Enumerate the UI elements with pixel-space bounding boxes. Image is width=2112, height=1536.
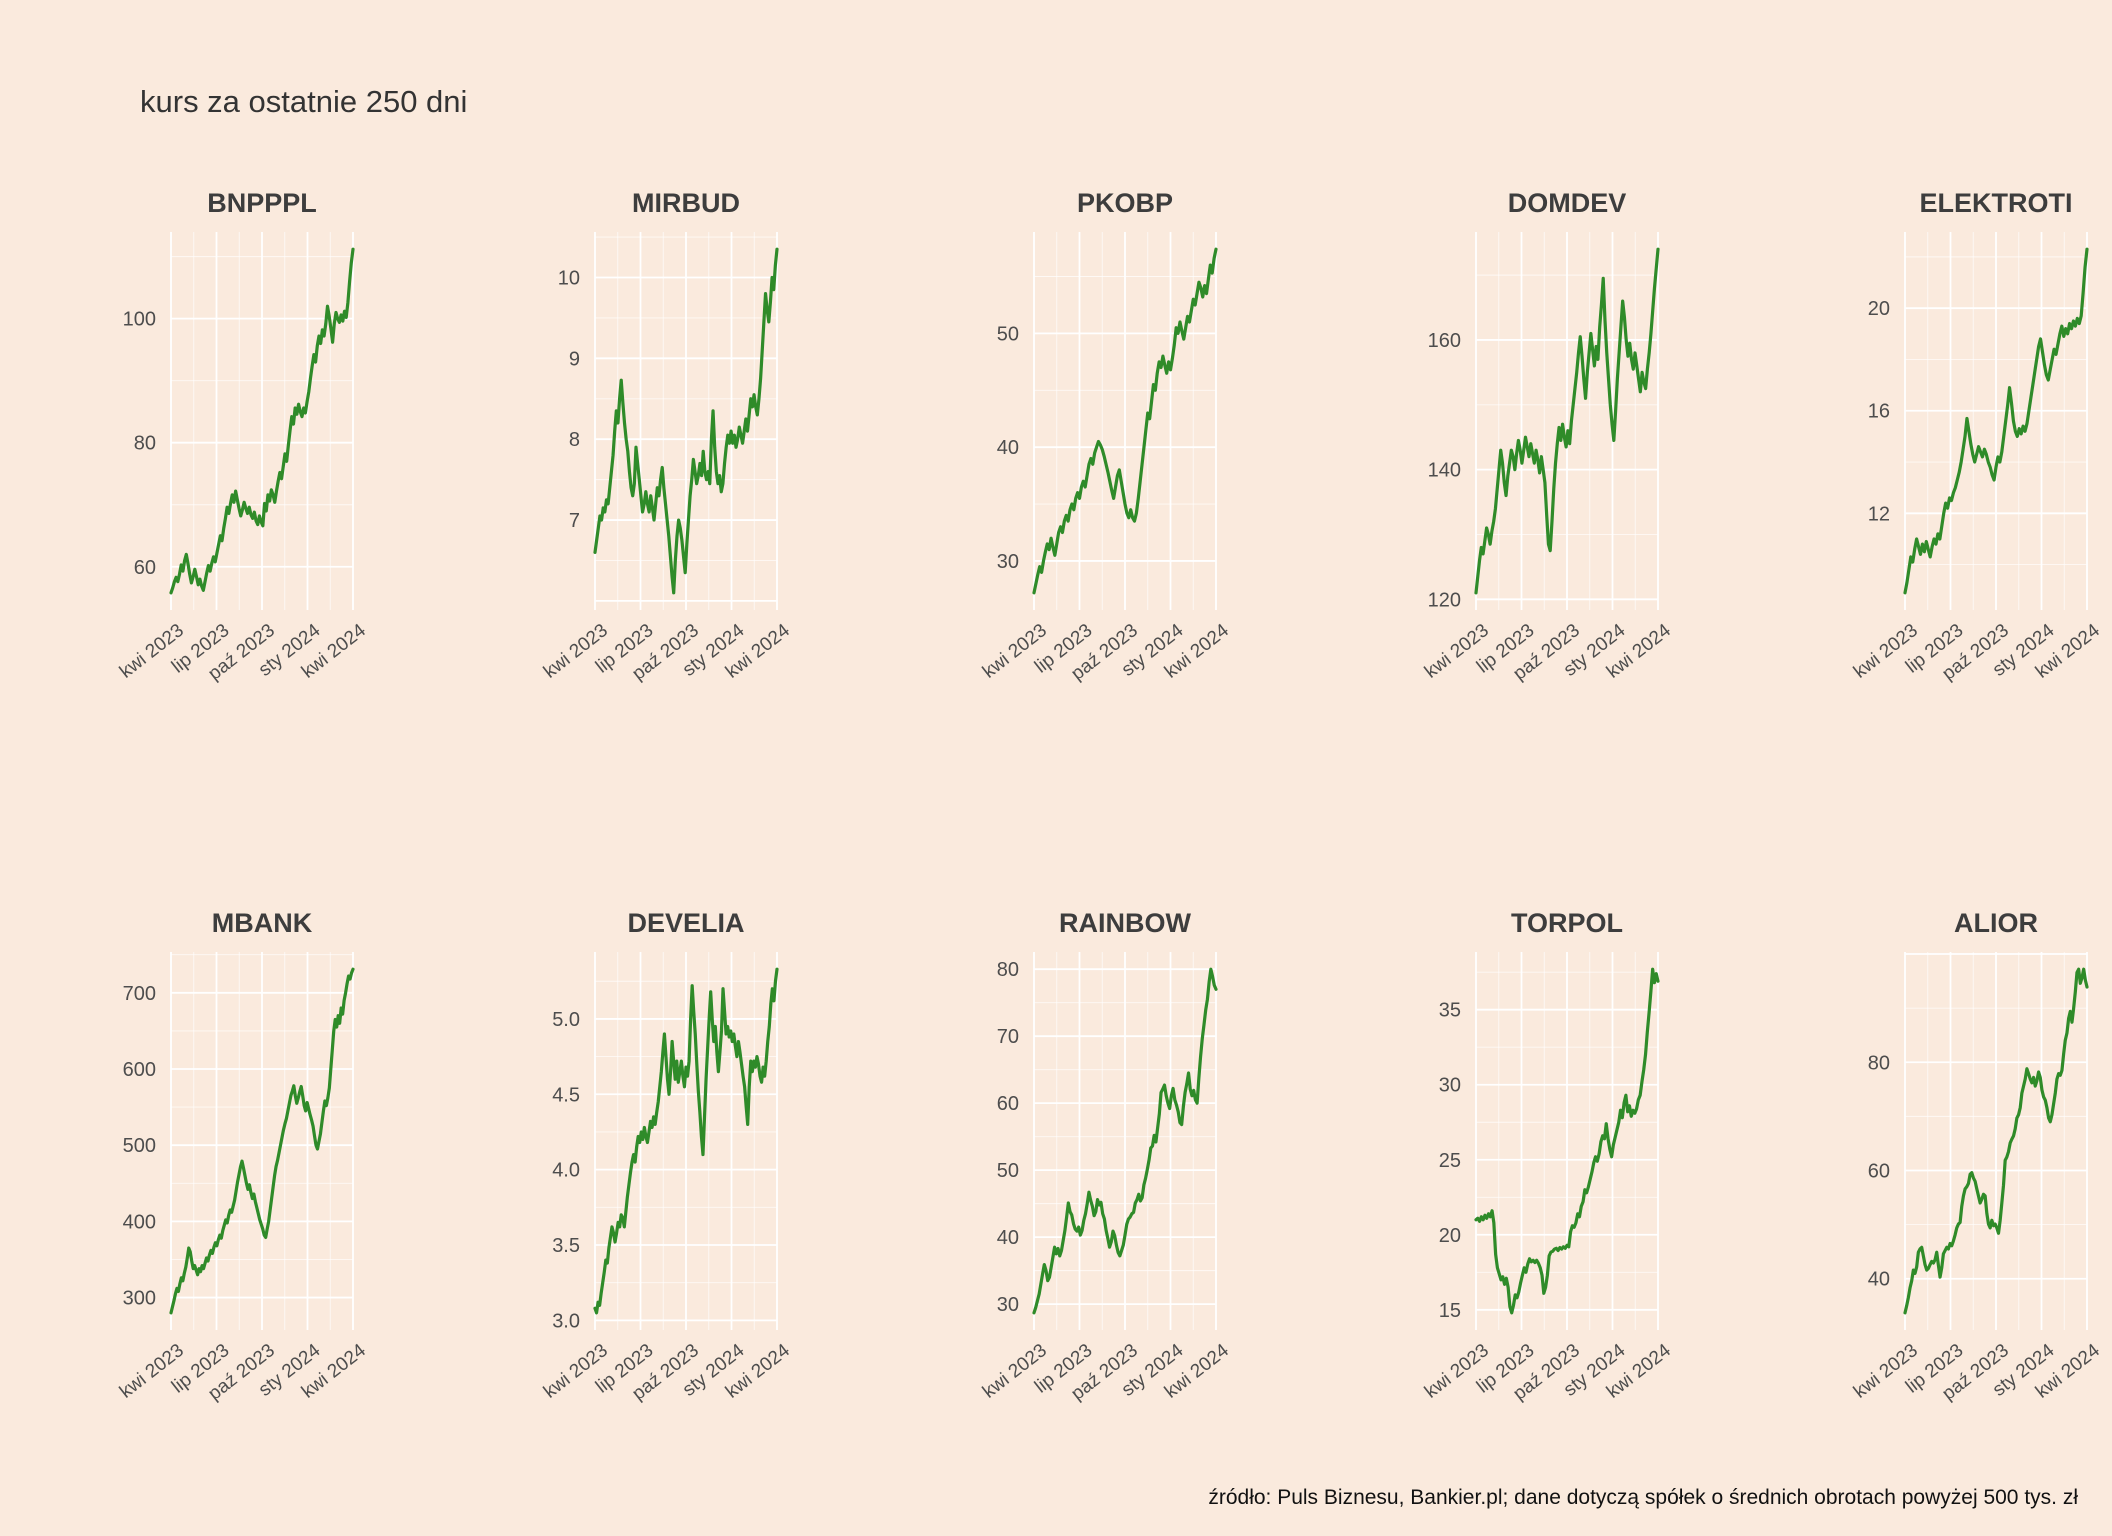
source-note: źródło: Puls Biznesu, Bankier.pl; dane d… <box>1208 1486 2078 1509</box>
y-axis-label: 80 <box>134 433 156 455</box>
y-axis-label: 60 <box>997 1093 1019 1115</box>
y-axis-label: 600 <box>123 1059 156 1081</box>
y-axis-label: 300 <box>123 1288 156 1310</box>
y-axis-label: 50 <box>997 323 1019 345</box>
y-axis-label: 60 <box>134 557 156 579</box>
y-axis-label: 4.5 <box>552 1084 580 1106</box>
y-axis-label: 12 <box>1868 503 1890 525</box>
y-axis-label: 30 <box>997 1294 1019 1316</box>
y-axis-label: 20 <box>1868 298 1890 320</box>
y-axis-label: 3.5 <box>552 1235 580 1257</box>
y-axis-label: 9 <box>569 348 580 370</box>
y-axis-label: 40 <box>997 1227 1019 1249</box>
price-line <box>169 967 355 1315</box>
y-axis-label: 80 <box>1868 1052 1890 1074</box>
panel-title: MIRBUD <box>632 188 740 218</box>
panel-title: ELEKTROTI <box>1920 188 2073 218</box>
price-line <box>169 247 355 595</box>
y-axis-label: 7 <box>569 510 580 532</box>
y-axis-label: 400 <box>123 1211 156 1233</box>
y-axis-label: 35 <box>1439 1000 1461 1022</box>
y-axis-label: 120 <box>1428 589 1461 611</box>
panel-title: DOMDEV <box>1508 188 1627 218</box>
y-axis-label: 15 <box>1439 1300 1461 1322</box>
y-axis-label: 25 <box>1439 1150 1461 1172</box>
price-line <box>1032 247 1218 595</box>
panel-title: RAINBOW <box>1059 908 1191 938</box>
panel-title: BNPPPL <box>207 188 317 218</box>
y-axis-label: 5.0 <box>552 1009 580 1031</box>
y-axis-label: 16 <box>1868 401 1890 423</box>
price-line <box>1474 967 1660 1315</box>
y-axis-label: 50 <box>997 1160 1019 1182</box>
panel-title: TORPOL <box>1511 908 1623 938</box>
y-axis-label: 8 <box>569 429 580 451</box>
y-axis-label: 20 <box>1439 1225 1461 1247</box>
y-axis-label: 500 <box>123 1135 156 1157</box>
price-line <box>1903 967 2089 1315</box>
price-line <box>1903 247 2089 595</box>
y-axis-label: 10 <box>558 267 580 289</box>
y-axis-label: 160 <box>1428 330 1461 352</box>
y-axis-label: 30 <box>997 551 1019 573</box>
price-line <box>593 967 779 1315</box>
y-axis-label: 40 <box>1868 1269 1890 1291</box>
panel-title: ALIOR <box>1954 908 2038 938</box>
y-axis-label: 40 <box>997 437 1019 459</box>
price-line <box>1032 967 1218 1315</box>
price-line <box>593 247 779 595</box>
panel-title: PKOBP <box>1077 188 1173 218</box>
price-line <box>1474 247 1660 595</box>
y-axis-label: 70 <box>997 1026 1019 1048</box>
y-axis-label: 100 <box>123 309 156 331</box>
y-axis-label: 80 <box>997 959 1019 981</box>
panel-title: MBANK <box>212 908 313 938</box>
y-axis-label: 30 <box>1439 1075 1461 1097</box>
y-axis-label: 3.0 <box>552 1310 580 1332</box>
y-axis-label: 700 <box>123 983 156 1005</box>
y-axis-label: 140 <box>1428 460 1461 482</box>
panel-title: DEVELIA <box>627 908 744 938</box>
page-title: kurs za ostatnie 250 dni <box>140 84 468 119</box>
y-axis-label: 4.0 <box>552 1160 580 1182</box>
y-axis-label: 60 <box>1868 1160 1890 1182</box>
